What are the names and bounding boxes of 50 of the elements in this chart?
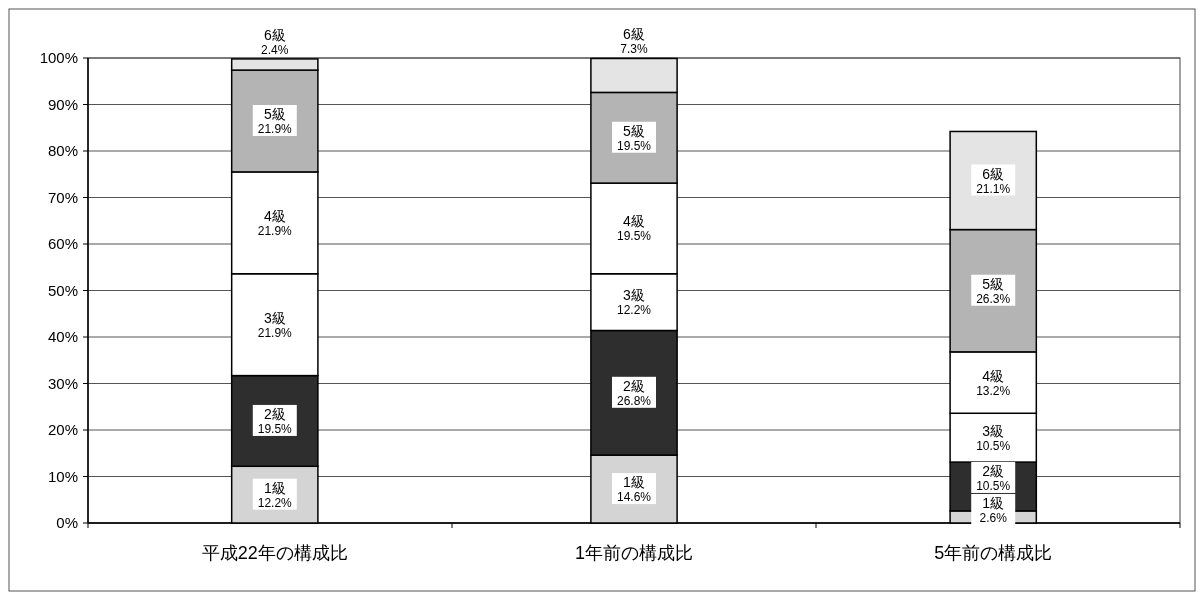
y-tick-label: 0% — [56, 514, 78, 531]
text: 4級 — [263, 207, 286, 224]
series-label: 5級 — [623, 122, 645, 139]
data-label: 2.4% — [261, 42, 289, 57]
text: 2級 — [623, 377, 645, 394]
text: 5級 — [982, 275, 1005, 292]
series-label: 6級 — [263, 26, 286, 43]
y-tick-label: 40% — [47, 328, 78, 345]
y-tick-label: 70% — [47, 188, 78, 206]
data-label: 10.5% — [976, 438, 1011, 453]
data-label: 19.5% — [257, 421, 293, 436]
data-label: 26.8% — [616, 393, 652, 408]
y-tick-label: 80% — [47, 142, 78, 159]
data-label: 2.6% — [979, 510, 1008, 525]
data-label: 19.5% — [616, 229, 652, 244]
text: 1級 — [623, 474, 645, 491]
data-label: 7.3% — [620, 42, 648, 57]
data-label: 19.5% — [616, 138, 652, 153]
series-label: 2級 — [982, 462, 1005, 479]
text: 2級 — [263, 405, 286, 422]
data-label: 21.1% — [976, 181, 1011, 196]
y-tick-label: 90% — [47, 95, 78, 113]
text: 3級 — [623, 287, 645, 304]
data-label: 21.9% — [257, 122, 293, 137]
text: 5級 — [263, 106, 286, 123]
y-tick-label: 50% — [47, 281, 78, 299]
data-label: 13.2% — [976, 383, 1011, 398]
text: 3級 — [263, 309, 286, 326]
data-label: 12.2% — [257, 495, 293, 510]
data-label: 21.9% — [257, 325, 293, 340]
data-label: 26.3% — [976, 291, 1011, 306]
data-label: 14.6% — [616, 490, 652, 505]
x-tick-label: 1年前の構成比 — [574, 543, 694, 563]
series-label: 4級 — [982, 367, 1005, 384]
series-label: 1級 — [982, 494, 1005, 511]
series-label: 3級 — [982, 422, 1005, 439]
y-tick-label: 30% — [47, 374, 78, 392]
y-tick-label: 20% — [47, 421, 78, 438]
x-tick-label: 平成22年の構成比 — [201, 543, 348, 563]
data-label: 21.9% — [257, 223, 293, 238]
text: 1級 — [263, 479, 286, 496]
y-tick-label: 60% — [47, 235, 78, 252]
text: 4級 — [623, 213, 645, 230]
text: 6級 — [623, 26, 645, 43]
data-label: 10.5% — [976, 478, 1011, 493]
x-tick-label: 5年前の構成比 — [934, 543, 1053, 563]
data-label: 12.2% — [616, 303, 652, 318]
y-tick-label: 100% — [39, 49, 78, 66]
y-tick-label: 10% — [47, 467, 78, 485]
text: 6級 — [982, 165, 1005, 182]
